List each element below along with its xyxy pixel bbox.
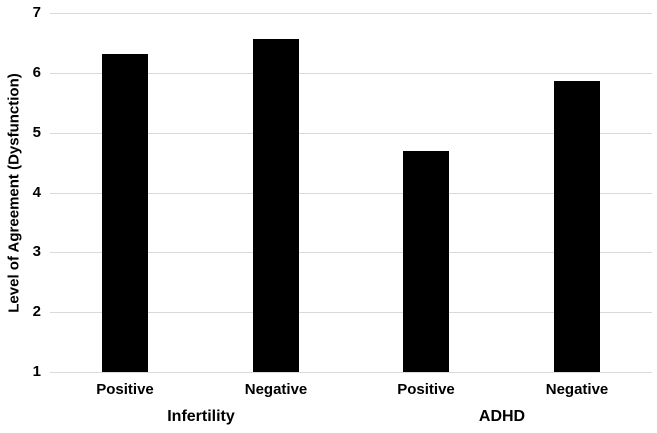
gridline-y6 xyxy=(50,73,652,74)
y-tick-label-5: 5 xyxy=(32,124,41,141)
category-label-2: Positive xyxy=(397,381,455,398)
bar-negative-3 xyxy=(554,81,600,372)
gridline-y1 xyxy=(50,372,652,373)
group-label-adhd: ADHD xyxy=(478,408,526,425)
bar-positive-0 xyxy=(102,54,148,372)
category-label-0: Positive xyxy=(96,381,154,398)
gridline-y4 xyxy=(50,193,652,194)
gridline-y7 xyxy=(50,13,652,14)
y-tick-label-7: 7 xyxy=(32,4,41,21)
y-tick-label-3: 3 xyxy=(32,243,41,260)
gridline-y3 xyxy=(50,252,652,253)
gridline-y2 xyxy=(50,312,652,313)
group-label-infertility: Infertility xyxy=(167,408,235,425)
y-tick-label-2: 2 xyxy=(32,303,41,320)
y-tick-label-1: 1 xyxy=(32,363,41,380)
bar-negative-1 xyxy=(253,39,299,372)
gridline-y5 xyxy=(50,133,652,134)
y-tick-label-6: 6 xyxy=(32,64,41,81)
y-tick-label-4: 4 xyxy=(32,184,41,201)
bar-positive-2 xyxy=(403,151,449,372)
category-label-1: Negative xyxy=(244,381,308,398)
category-label-3: Negative xyxy=(545,381,609,398)
